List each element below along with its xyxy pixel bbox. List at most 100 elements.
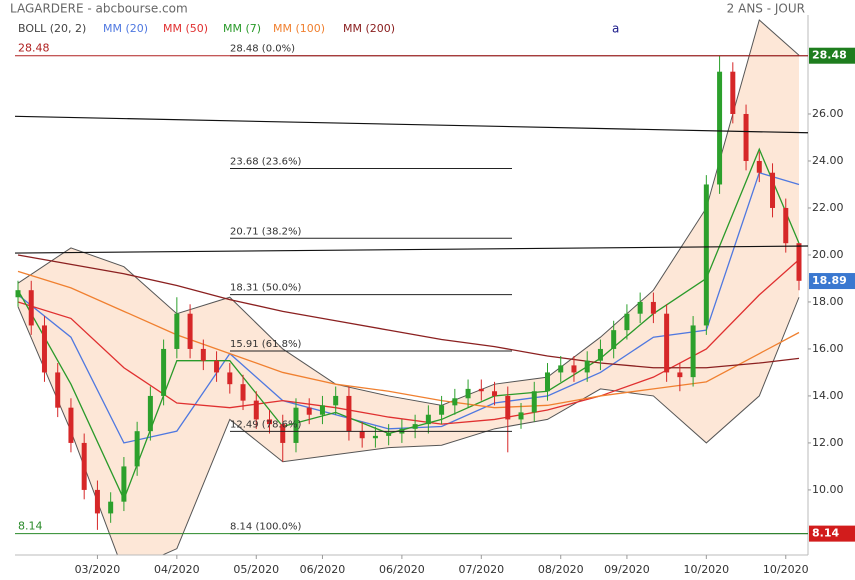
candle-body bbox=[372, 435, 378, 439]
y-tick-label: 14.00 bbox=[812, 389, 844, 402]
price-badge-label: 8.14 bbox=[812, 527, 839, 540]
candle-body bbox=[425, 414, 431, 425]
candle-body bbox=[174, 313, 180, 349]
candle-body bbox=[81, 442, 87, 490]
candle-body bbox=[531, 391, 537, 413]
plot-area bbox=[15, 19, 802, 555]
x-tick-label: 06/2020 bbox=[379, 563, 425, 576]
candle-body bbox=[624, 313, 630, 331]
chart-title: LAGARDERE - abcbourse.com bbox=[10, 2, 188, 16]
trendline bbox=[14, 245, 809, 254]
trendline bbox=[14, 115, 809, 134]
candle-body bbox=[703, 184, 709, 326]
fib-label: 20.71 (38.2%) bbox=[230, 226, 301, 237]
candle-body bbox=[359, 431, 365, 439]
candle-body bbox=[465, 388, 471, 399]
candle-body bbox=[94, 489, 100, 514]
candle-body bbox=[28, 290, 34, 326]
y-tick-label: 10.00 bbox=[812, 483, 844, 496]
candle-body bbox=[584, 360, 590, 373]
fib-label: 23.68 (23.6%) bbox=[230, 156, 301, 167]
legend-entry: MM (7) bbox=[223, 22, 261, 35]
candle-body bbox=[240, 384, 246, 401]
candle-body bbox=[492, 391, 498, 396]
candle-body bbox=[756, 160, 762, 173]
y-tick-label: 26.00 bbox=[812, 107, 844, 120]
candle-body bbox=[121, 466, 127, 502]
fib-label: 8.14 (100.0%) bbox=[230, 522, 301, 533]
candle-body bbox=[319, 405, 325, 415]
x-tick-label: 10/2020 bbox=[763, 563, 809, 576]
candle-body bbox=[412, 424, 418, 429]
fib-label: 12.49 (78.6%) bbox=[230, 419, 301, 430]
candle-body bbox=[68, 407, 74, 443]
annotation: a bbox=[612, 22, 619, 36]
candle-body bbox=[650, 301, 656, 314]
level-label: 8.14 bbox=[18, 520, 43, 533]
candle-body bbox=[108, 501, 114, 514]
y-tick-label: 22.00 bbox=[812, 201, 844, 214]
legend-entry: MM (200) bbox=[343, 22, 395, 35]
y-tick-label: 16.00 bbox=[812, 342, 844, 355]
candle-body bbox=[743, 113, 749, 161]
candle-body bbox=[505, 395, 511, 420]
candle-body bbox=[730, 71, 736, 114]
legend-entry: MM (50) bbox=[163, 22, 208, 35]
x-tick-label: 05/2020 bbox=[233, 563, 279, 576]
candle-body bbox=[346, 395, 352, 432]
price-badge-label: 18.89 bbox=[812, 274, 847, 287]
bollinger-upper bbox=[17, 19, 800, 406]
candle-body bbox=[15, 290, 21, 298]
candle-body bbox=[280, 424, 286, 443]
candle-body bbox=[518, 412, 524, 420]
candle-body bbox=[227, 372, 233, 385]
x-tick-label: 07/2020 bbox=[458, 563, 504, 576]
candle-body bbox=[147, 395, 153, 432]
legend-entry: MM (20) bbox=[103, 22, 148, 35]
candle-body bbox=[717, 71, 723, 185]
x-tick-label: 06/2020 bbox=[300, 563, 346, 576]
y-tick-label: 12.00 bbox=[812, 436, 844, 449]
candle-body bbox=[41, 325, 47, 373]
price-badge bbox=[809, 525, 855, 542]
bollinger-lower bbox=[17, 297, 800, 555]
fib-label: 18.31 (50.0%) bbox=[230, 283, 301, 294]
candle-body bbox=[55, 372, 61, 408]
candle-body bbox=[214, 360, 220, 373]
x-tick-label: 04/2020 bbox=[154, 563, 200, 576]
fib-label: 28.48 (0.0%) bbox=[230, 44, 295, 55]
candle-body bbox=[439, 405, 445, 415]
x-tick-label: 03/2020 bbox=[75, 563, 121, 576]
candle-body bbox=[386, 433, 392, 436]
candle-body bbox=[267, 419, 273, 425]
candle-body bbox=[200, 348, 206, 361]
candle-body bbox=[187, 313, 193, 349]
candle-body bbox=[478, 388, 484, 392]
candle-body bbox=[690, 325, 696, 378]
period: 2 ANS - JOUR bbox=[727, 2, 805, 16]
candle-body bbox=[306, 407, 312, 415]
bollinger-fill bbox=[18, 20, 799, 555]
candle-body bbox=[544, 372, 550, 392]
candle-body bbox=[333, 395, 339, 406]
candle-body bbox=[637, 301, 643, 314]
legend-entry: BOLL (20, 2) bbox=[18, 22, 86, 35]
legend-entry: MM (100) bbox=[273, 22, 325, 35]
price-badge bbox=[809, 273, 855, 290]
x-tick-label: 08/2020 bbox=[538, 563, 584, 576]
candle-body bbox=[597, 348, 603, 361]
x-tick-label: 09/2020 bbox=[604, 563, 650, 576]
price-badge-label: 28.48 bbox=[812, 49, 847, 62]
candle-body bbox=[571, 365, 577, 373]
candle-body bbox=[161, 348, 167, 396]
candle-body bbox=[677, 372, 683, 378]
candle-body bbox=[558, 365, 564, 373]
y-tick-label: 24.00 bbox=[812, 154, 844, 167]
candle-body bbox=[134, 431, 140, 467]
candle-body bbox=[796, 243, 802, 281]
x-tick-label: 10/2020 bbox=[683, 563, 729, 576]
y-tick-label: 18.00 bbox=[812, 295, 844, 308]
candle-body bbox=[783, 207, 789, 244]
level-label: 28.48 bbox=[18, 42, 50, 55]
